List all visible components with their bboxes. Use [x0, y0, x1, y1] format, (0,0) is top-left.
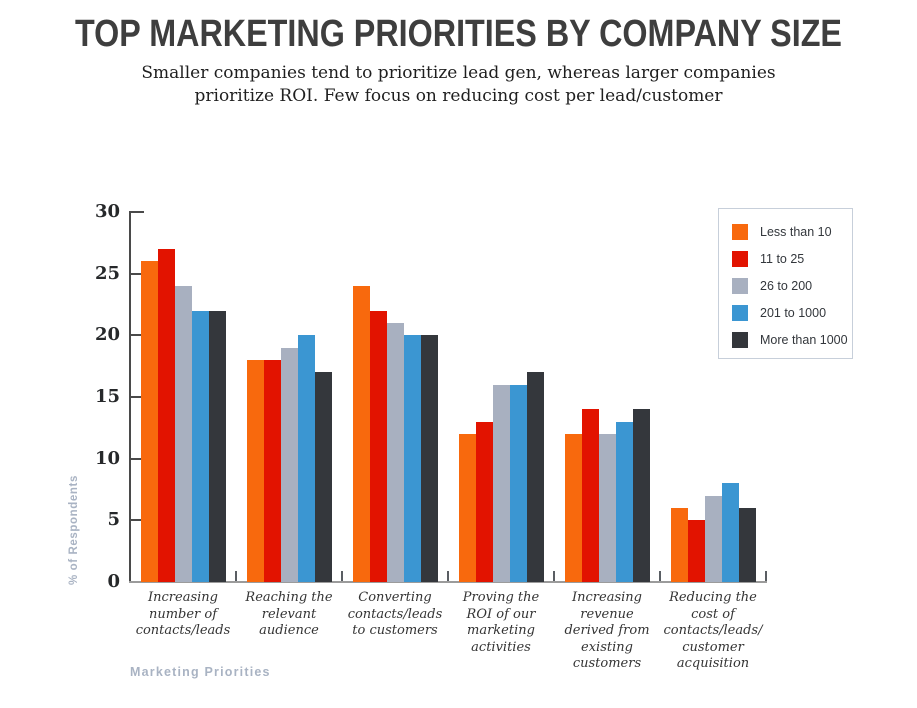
legend-item: 26 to 200 — [732, 278, 846, 294]
y-tick-mark — [131, 334, 144, 337]
y-axis-line — [129, 211, 131, 583]
bar-group — [130, 212, 236, 582]
bar — [492, 385, 510, 582]
category-label: Increasing number of contacts/​leads — [135, 590, 231, 638]
bar-group — [448, 212, 554, 582]
y-tick-mark — [131, 519, 144, 522]
x-tick-mark — [553, 571, 555, 581]
y-tick-mark — [131, 457, 144, 460]
x-axis-line — [129, 581, 767, 583]
page-title: TOP MARKETING PRIORITIES BY COMPANY SIZE — [75, 13, 842, 55]
legend-item: 201 to 1000 — [732, 305, 846, 321]
bar — [581, 409, 599, 582]
x-axis-title: Marketing Priorities — [130, 665, 271, 679]
bar — [403, 335, 421, 582]
y-tick-label: 0 — [107, 571, 120, 592]
legend-item-label: 11 to 25 — [760, 252, 805, 266]
page-subtitle: Smaller companies tend to prioritize lea… — [0, 62, 917, 108]
y-tick-label: 30 — [94, 201, 120, 222]
bar-group — [660, 212, 766, 582]
legend-swatch — [732, 251, 748, 267]
subtitle-line-2: prioritize ROI. Few focus on reducing co… — [194, 86, 723, 106]
y-tick-label: 5 — [107, 509, 120, 531]
x-tick-mark — [235, 571, 237, 581]
y-tick-mark — [131, 211, 144, 213]
legend-item: 11 to 25 — [732, 251, 846, 267]
bar — [509, 385, 527, 582]
category-label: Reducing the cost of contacts/​leads/​cu… — [663, 590, 763, 671]
category-label: Increasing revenue derived from existing… — [564, 590, 650, 671]
bar-group — [554, 212, 660, 582]
y-tick-label: 15 — [94, 386, 120, 407]
category-label: Reaching the relevant audience — [245, 590, 333, 638]
legend-item-label: More than 1000 — [760, 333, 848, 347]
legend-item: Less than 10 — [732, 224, 846, 240]
bar — [721, 483, 739, 582]
bar — [174, 286, 192, 582]
bar — [191, 311, 209, 582]
y-tick-mark — [131, 396, 144, 398]
y-tick-label: 20 — [94, 324, 120, 346]
bar — [615, 422, 633, 582]
legend-swatch — [732, 332, 748, 348]
bar-group — [236, 212, 342, 582]
bar — [369, 311, 387, 582]
legend-item: More than 1000 — [732, 332, 848, 348]
bar — [632, 409, 650, 582]
bar — [458, 434, 476, 582]
bar — [598, 434, 616, 582]
bar — [687, 520, 705, 582]
legend: Less than 10 11 to 25 26 to 200 201 to 1000… — [718, 208, 853, 359]
bar — [352, 286, 370, 582]
bar — [157, 249, 175, 582]
legend-swatch — [732, 278, 748, 294]
y-tick-mark — [131, 272, 144, 275]
bar — [263, 360, 281, 582]
legend-item-label: 26 to 200 — [760, 279, 813, 293]
subtitle-line-1: Smaller companies tend to prioritize lea… — [141, 63, 776, 83]
category-label: Proving the ROI of our marketing activit… — [462, 590, 540, 655]
bar — [140, 261, 158, 582]
bar — [738, 508, 756, 582]
category-label: Converting contacts/​leads to customers — [347, 590, 443, 638]
bar — [670, 508, 688, 582]
legend-item-label: 201 to 1000 — [760, 306, 827, 320]
bar — [386, 323, 404, 582]
bar — [704, 496, 722, 582]
x-tick-mark — [659, 571, 661, 581]
bar — [246, 360, 264, 582]
bar — [314, 372, 332, 582]
bar-group — [342, 212, 448, 582]
bar — [526, 372, 544, 582]
bar — [297, 335, 315, 582]
legend-swatch — [732, 224, 748, 240]
bar — [208, 311, 226, 582]
bar — [564, 434, 582, 582]
bar — [280, 348, 298, 582]
bar — [420, 335, 438, 582]
legend-swatch — [732, 305, 748, 321]
y-tick-label: 10 — [94, 447, 120, 469]
x-tick-mark — [341, 571, 343, 581]
x-tick-mark — [765, 571, 767, 581]
legend-item-label: Less than 10 — [760, 225, 832, 239]
x-tick-mark — [447, 571, 449, 581]
bar — [475, 422, 493, 582]
y-tick-label: 25 — [94, 262, 120, 284]
